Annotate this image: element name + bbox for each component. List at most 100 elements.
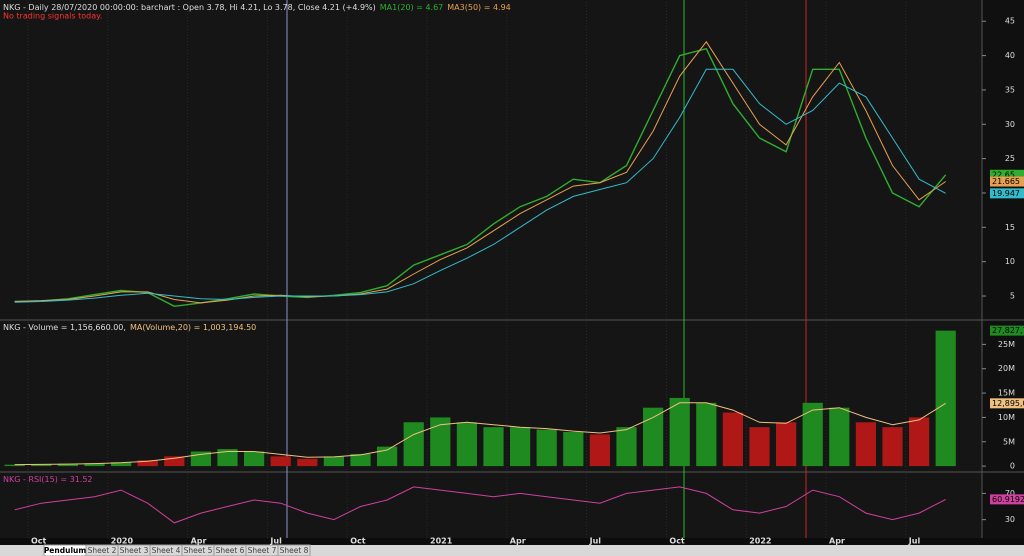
tab-bar	[0, 545, 1024, 556]
title-part: NKG - Volume = 1,156,660.00,	[3, 323, 126, 332]
sheet-tab-label[interactable]: Sheet 5	[184, 546, 213, 555]
y-tick-label: 10M	[998, 413, 1015, 422]
sheet-tab-label[interactable]: Sheet 7	[248, 546, 277, 555]
title-part: MA(Volume,20) = 1,003,194.50	[130, 323, 256, 332]
y-tick-label: 5M	[1003, 437, 1015, 446]
x-tick-label: Oct	[31, 537, 47, 546]
axis-background	[982, 0, 1024, 538]
volume-bar	[31, 464, 52, 467]
volume-bar	[350, 453, 371, 467]
y-tick-label: 45	[1005, 17, 1015, 26]
tabs: Pendulum Sheet 2 Sheet 3 Sheet 4 Sheet 5 Shee…	[43, 544, 311, 556]
volume-bar	[4, 464, 25, 467]
volume-bar	[722, 412, 744, 467]
volume-bar	[589, 434, 611, 467]
volume-bar	[536, 429, 557, 467]
y-tick-label: 20M	[998, 364, 1015, 373]
no-signals: No trading signals today.	[3, 12, 102, 21]
volume-bar	[164, 456, 185, 467]
volume-bar	[935, 330, 956, 467]
indicator-line	[14, 486, 946, 524]
volume-bar	[509, 427, 531, 467]
y-tick-label: 10	[1005, 257, 1015, 266]
last-value-box	[990, 494, 1024, 505]
x-tick-label: Oct	[669, 537, 685, 546]
x-tick-label: Apr	[510, 537, 526, 546]
sheet-tab-label[interactable]: Sheet 4	[152, 546, 181, 555]
volume-bar	[57, 463, 79, 467]
last-value-label: 19.947	[992, 189, 1020, 198]
volume-bar	[297, 458, 318, 467]
x-tick-label: Apr	[191, 537, 207, 546]
y-tick-label: 15M	[998, 389, 1015, 398]
indicator-line	[14, 40, 946, 304]
y-tick-label: 30	[1005, 120, 1015, 129]
volume-bar	[456, 422, 478, 467]
y-tick-label: 30	[1005, 515, 1015, 524]
title-part: NKG - RSI(15) = 31.52	[3, 475, 93, 484]
volume-bar	[802, 402, 823, 467]
indicator-line	[14, 402, 946, 466]
sheet-tab[interactable]	[277, 544, 311, 556]
y-tick-label: 25	[1005, 154, 1015, 163]
last-value-label: 60.9192	[992, 495, 1024, 504]
last-value-label: 21.665	[992, 177, 1020, 186]
y-tick-label: 0	[1010, 462, 1015, 471]
last-value-label: 22.65	[992, 170, 1015, 179]
volume-bar	[642, 407, 664, 467]
volume-bar	[84, 463, 105, 467]
volume-bar	[110, 462, 132, 467]
x-tick-label: 2021	[430, 537, 453, 546]
last-value-box	[990, 398, 1024, 409]
volume-bar	[376, 446, 398, 467]
last-value-box	[990, 176, 1024, 187]
x-tick-label: 2022	[749, 537, 771, 546]
sheet-tab-label[interactable]: Pendulum	[44, 546, 87, 555]
last-value-box	[990, 188, 1024, 199]
x-tick-label: Jul	[589, 537, 602, 546]
sheet-tab-label[interactable]: Sheet 3	[120, 546, 149, 555]
y-tick-label: 5	[1010, 292, 1015, 301]
x-tick-label: Jul	[269, 537, 282, 546]
volume-bar	[616, 427, 637, 467]
sheet-tab-label[interactable]: Sheet 8	[280, 546, 309, 555]
sheet-tab-label[interactable]: Sheet 2	[88, 546, 117, 555]
volume-bar	[430, 417, 451, 467]
volume-bar	[882, 427, 903, 467]
last-value-box	[990, 325, 1024, 336]
volume-bar	[669, 397, 690, 467]
volume-bar	[323, 456, 345, 467]
x-tick-label: Apr	[829, 537, 845, 546]
y-tick-label: 40	[1005, 51, 1015, 60]
volume-bar	[696, 402, 717, 467]
volume-bar	[563, 432, 584, 467]
volume-bar	[829, 407, 850, 467]
volume-bar	[137, 460, 158, 467]
volume-bar	[908, 417, 930, 467]
y-tick-label: 35	[1005, 85, 1015, 94]
sheet-tab-label[interactable]: Sheet 6	[216, 546, 245, 555]
x-tick-label: Oct	[350, 537, 366, 546]
pane-title: NKG - RSI(15) = 31.52	[3, 475, 93, 484]
volume-bar	[749, 427, 770, 467]
y-tick-label: 70	[1005, 489, 1015, 498]
title-part: MA3(50) = 4.94	[447, 3, 511, 12]
y-tick-label: 15	[1005, 223, 1015, 232]
volume-bar	[855, 422, 877, 467]
title-part: NKG - Daily 28/07/2020 00:00:00: barchar…	[3, 3, 376, 12]
last-value-box	[990, 169, 1024, 180]
pane-title: NKG - Daily 28/07/2020 00:00:00: barchar…	[3, 3, 511, 12]
x-tick-label: Jul	[908, 537, 921, 546]
last-value-label: 12,895,04	[992, 399, 1024, 408]
volume-bar	[403, 422, 424, 467]
volume-bar	[243, 451, 265, 467]
volume-bar	[775, 422, 797, 467]
indicator-line	[14, 68, 946, 303]
x-tick-label: 2020	[111, 537, 134, 546]
price-line	[14, 47, 947, 308]
volume-bar	[217, 449, 238, 467]
pane-title: NKG - Volume = 1,156,660.00, MA(Volume,20…	[3, 323, 256, 332]
volume-bar	[483, 427, 504, 467]
